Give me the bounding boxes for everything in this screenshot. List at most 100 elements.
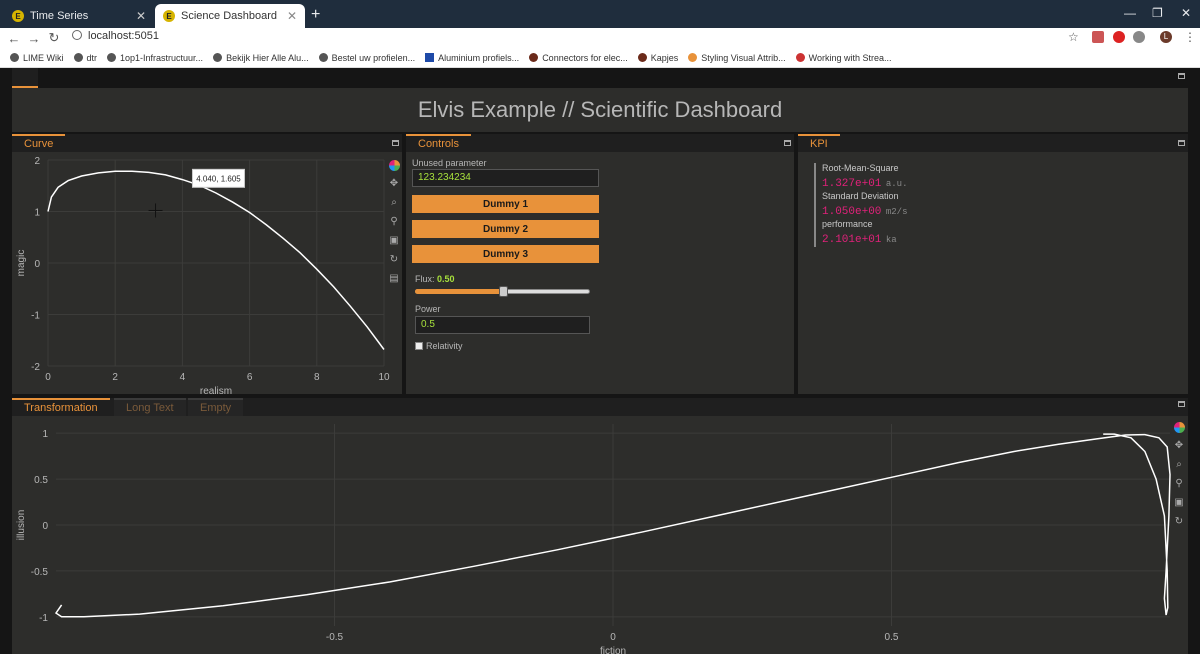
tab-controls[interactable]: Controls xyxy=(406,134,471,152)
kpi-unit: ka xyxy=(885,235,897,245)
pan-tool-icon[interactable]: ✥ xyxy=(1174,440,1184,451)
x-tick-label: 0.5 xyxy=(885,632,899,643)
bookmark-icon xyxy=(529,53,539,62)
save-tool-icon[interactable]: ▣ xyxy=(1174,497,1184,508)
close-tab-icon[interactable]: ✕ xyxy=(286,9,297,23)
bookmark-icon xyxy=(318,53,328,62)
bookmark-item[interactable]: dtr xyxy=(73,53,97,63)
reset-tool-icon[interactable]: ↻ xyxy=(389,254,399,265)
panel-tab-bar xyxy=(12,398,1188,416)
chart-toolbar: ✥ ⌕ ⚲ ▣ ↻ ▤ xyxy=(387,160,401,291)
github-icon xyxy=(107,53,117,62)
chart-toolbar: ✥ ⌕ ⚲ ▣ ↻ xyxy=(1172,422,1186,534)
x-tick-label: 10 xyxy=(378,372,390,383)
x-axis-label: realism xyxy=(200,386,232,394)
maximize-icon[interactable] xyxy=(784,140,791,146)
power-input[interactable]: 0.5 xyxy=(415,316,590,334)
extension-opera-icon[interactable] xyxy=(1113,31,1125,43)
unused-parameter-input[interactable]: 123.234234 xyxy=(412,169,599,187)
maximize-icon[interactable] xyxy=(1178,140,1185,146)
y-tick-label: 1 xyxy=(42,429,48,440)
x-axis-label: fiction xyxy=(600,646,626,654)
hover-tooltip xyxy=(191,168,245,188)
kpi-unit: a.u. xyxy=(885,179,908,189)
bookmark-item[interactable]: Bestel uw profielen... xyxy=(318,53,415,63)
transformation-chart[interactable]: -0.5 0 0.5 1 0.5 0 -0.5 -1 fiction illusion xyxy=(12,416,1188,654)
tab-curve[interactable]: Curve xyxy=(12,134,66,152)
kpi-value: 1.327e+01 xyxy=(822,178,882,190)
series-line xyxy=(47,170,385,350)
bookmark-star-icon[interactable]: ☆ xyxy=(1068,30,1079,44)
flux-slider-handle[interactable] xyxy=(498,286,508,297)
bookmark-item[interactable]: Kapjes xyxy=(637,53,678,63)
address-bar: ← → ↻ localhost:5051 ☆ L ⋮ xyxy=(0,28,1200,48)
tab-transformation[interactable]: Transformation xyxy=(12,398,110,416)
minimize-icon[interactable]: — xyxy=(1124,6,1136,20)
new-tab-icon[interactable]: + xyxy=(311,6,321,23)
x-tick-label: 4 xyxy=(180,372,186,383)
bookmark-item[interactable]: Aluminium profiels... xyxy=(425,53,519,63)
maximize-icon[interactable] xyxy=(1178,73,1185,79)
tab-kpi[interactable]: KPI xyxy=(798,134,840,152)
y-tick-label: 0.5 xyxy=(34,475,48,486)
maximize-icon[interactable] xyxy=(1178,401,1185,407)
browser-tab-science-dashboard[interactable]: E Science Dashboard ✕ xyxy=(155,4,305,28)
transformation-panel: Transformation Long Text Empty -0.5 0 0.5 1… xyxy=(12,398,1188,654)
bookmark-item[interactable]: Styling Visual Attrib... xyxy=(688,53,786,63)
close-tab-icon[interactable]: ✕ xyxy=(135,9,146,23)
elvis-favicon-icon: E xyxy=(12,10,24,22)
back-icon[interactable]: ← xyxy=(7,30,21,46)
pan-tool-icon[interactable]: ✥ xyxy=(389,178,399,189)
dummy-2-button[interactable]: Dummy 2 xyxy=(412,220,599,238)
url-field[interactable]: localhost:5051 xyxy=(72,30,159,42)
controls-panel: Controls Unused parameter 123.234234 Dum… xyxy=(406,134,794,394)
dummy-3-button[interactable]: Dummy 3 xyxy=(412,245,599,263)
box-zoom-tool-icon[interactable]: ⌕ xyxy=(1176,459,1182,470)
panel-tab-bar xyxy=(798,134,1188,152)
power-label: Power xyxy=(415,304,441,314)
dummy-1-button[interactable]: Dummy 1 xyxy=(412,195,599,213)
extension-circle-icon[interactable] xyxy=(1133,31,1145,43)
relativity-checkbox[interactable] xyxy=(415,342,423,350)
header-tab[interactable] xyxy=(12,68,38,88)
wheel-zoom-tool-icon[interactable]: ⚲ xyxy=(390,216,398,227)
kpi-panel: KPI Root-Mean-Square 1.327e+01 a.u. Stan… xyxy=(798,134,1188,394)
forward-icon[interactable]: → xyxy=(27,30,41,46)
tab-empty[interactable]: Empty xyxy=(188,398,244,416)
bookmark-icon xyxy=(637,53,647,62)
bookmark-item[interactable]: 1op1-Infrastructuur... xyxy=(107,53,203,63)
kpi-standard-deviation: Standard Deviation 1.050e+00 m2/s xyxy=(814,191,907,219)
bookmark-icon xyxy=(213,53,223,62)
close-window-icon[interactable]: ✕ xyxy=(1181,6,1192,20)
extension-pdf-icon[interactable] xyxy=(1092,31,1104,43)
bookmark-icon xyxy=(795,53,805,62)
info-icon[interactable] xyxy=(72,30,82,40)
y-tick-label: -2 xyxy=(31,362,40,373)
bookmark-item[interactable]: Working with Strea... xyxy=(795,53,892,63)
bookmark-icon xyxy=(10,53,19,62)
panel-tab-bar xyxy=(12,134,402,152)
wheel-zoom-tool-icon[interactable]: ⚲ xyxy=(1175,478,1183,489)
hover-tool-icon[interactable]: ▤ xyxy=(389,273,399,284)
bookmarks-bar: LIME Wiki dtr 1op1-Infrastructuur... Bek… xyxy=(0,48,1200,68)
kpi-title: Root-Mean-Square xyxy=(822,163,899,173)
browser-tab-time-series[interactable]: E Time Series ✕ xyxy=(4,4,154,28)
y-tick-label: 0 xyxy=(34,259,40,270)
bookmark-item[interactable]: Bekijk Hier Alle Alu... xyxy=(213,53,309,63)
kpi-root-mean-square: Root-Mean-Square 1.327e+01 a.u. xyxy=(814,163,907,191)
kpi-performance: performance 2.101e+01 ka xyxy=(814,219,897,247)
profile-avatar[interactable]: L xyxy=(1160,31,1172,43)
save-tool-icon[interactable]: ▣ xyxy=(389,235,399,246)
box-zoom-tool-icon[interactable]: ⌕ xyxy=(391,197,397,208)
tab-long-text[interactable]: Long Text xyxy=(114,398,186,416)
restore-icon[interactable]: ❐ xyxy=(1152,6,1163,20)
maximize-icon[interactable] xyxy=(392,140,399,146)
bookmark-item[interactable]: LIME Wiki xyxy=(10,53,64,63)
reload-icon[interactable]: ↻ xyxy=(48,30,60,45)
menu-icon[interactable]: ⋮ xyxy=(1184,30,1196,44)
reset-tool-icon[interactable]: ↻ xyxy=(1174,516,1184,527)
bokeh-logo-icon xyxy=(1173,422,1185,433)
bookmark-icon xyxy=(425,53,435,62)
bookmark-item[interactable]: Connectors for elec... xyxy=(529,53,628,63)
